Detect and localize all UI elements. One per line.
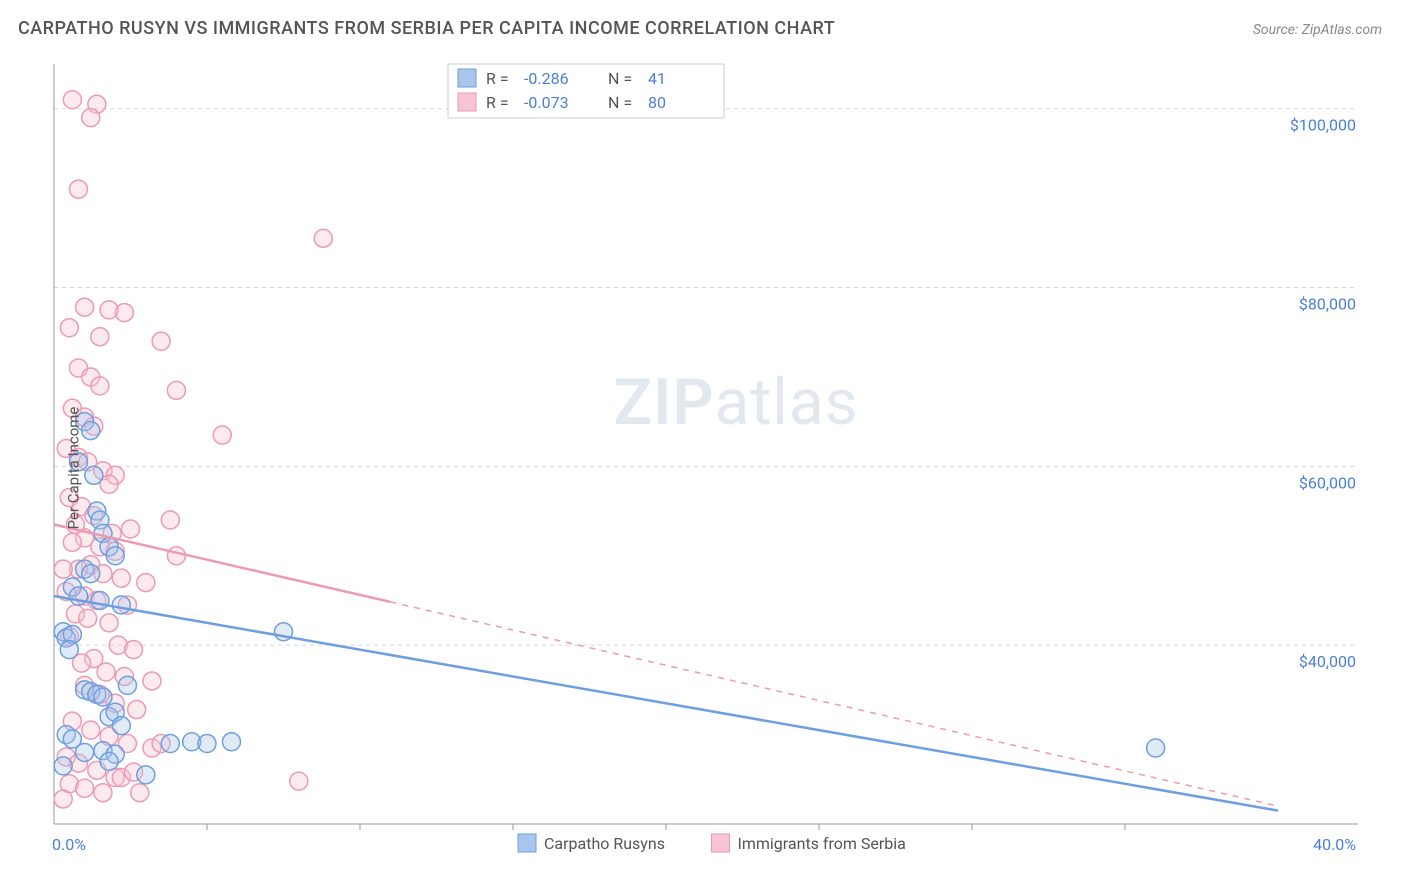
data-point: [54, 757, 72, 775]
data-point: [91, 328, 109, 346]
data-point: [97, 663, 115, 681]
svg-text:$80,000: $80,000: [1299, 295, 1356, 314]
y-axis-label: Per Capita Income: [64, 407, 82, 530]
trend-line-extrapolated: [391, 602, 1278, 806]
data-point: [60, 641, 78, 659]
data-point: [122, 520, 140, 538]
svg-text:41: 41: [648, 69, 666, 88]
svg-text:R =: R =: [486, 69, 509, 88]
data-point: [213, 426, 231, 444]
svg-text:N =: N =: [608, 69, 632, 88]
svg-text:0.0%: 0.0%: [52, 835, 86, 854]
data-point: [161, 511, 179, 529]
data-point: [91, 591, 109, 609]
legend-swatch: [458, 93, 476, 111]
legend-swatch: [518, 834, 536, 852]
data-point: [54, 560, 72, 578]
data-point: [131, 784, 149, 802]
data-point: [82, 422, 100, 440]
svg-text:R =: R =: [486, 93, 509, 112]
svg-text:-0.286: -0.286: [524, 69, 569, 88]
data-point: [152, 332, 170, 350]
data-point: [222, 733, 240, 751]
legend-swatch: [458, 69, 476, 87]
data-point: [94, 784, 112, 802]
data-point: [143, 672, 161, 690]
data-point: [137, 574, 155, 592]
data-point: [112, 569, 130, 587]
svg-text:$60,000: $60,000: [1299, 473, 1356, 492]
data-point: [106, 547, 124, 565]
data-point: [76, 298, 94, 316]
data-point: [112, 596, 130, 614]
source-attribution: Source: ZipAtlas.com: [1253, 22, 1382, 38]
legend-swatch: [712, 834, 730, 852]
data-point: [60, 319, 78, 337]
data-point: [118, 676, 136, 694]
data-point: [100, 752, 118, 770]
data-point: [128, 701, 146, 719]
data-point: [63, 91, 81, 109]
chart-container: Per Capita Income ZIPatlas $40,000 $60,000…: [18, 54, 1396, 882]
trend-line: [54, 524, 391, 601]
data-point: [82, 565, 100, 583]
data-point: [198, 735, 216, 753]
svg-text:-0.073: -0.073: [524, 93, 569, 112]
data-point: [94, 688, 112, 706]
data-point: [1147, 739, 1165, 757]
data-point: [69, 180, 87, 198]
data-point: [167, 547, 185, 565]
svg-text:40.0%: 40.0%: [1313, 835, 1356, 854]
legend-label: Immigrants from Serbia: [738, 834, 906, 853]
data-point: [63, 533, 81, 551]
chart-title: CARPATHO RUSYN VS IMMIGRANTS FROM SERBIA…: [18, 18, 835, 39]
svg-text:N =: N =: [608, 93, 632, 112]
svg-text:$100,000: $100,000: [1290, 116, 1356, 135]
data-point: [76, 743, 94, 761]
data-point: [161, 735, 179, 753]
svg-text:80: 80: [648, 93, 666, 112]
correlation-scatter-chart: ZIPatlas $40,000 $60,000 $80,000 $100,000 0.0…: [18, 54, 1374, 874]
data-point: [76, 779, 94, 797]
data-point: [82, 721, 100, 739]
svg-text:$40,000: $40,000: [1299, 652, 1356, 671]
data-point: [290, 772, 308, 790]
data-point: [82, 109, 100, 127]
data-point: [79, 609, 97, 627]
svg-text:ZIPatlas: ZIPatlas: [613, 365, 858, 440]
data-point: [91, 377, 109, 395]
data-point: [85, 466, 103, 484]
data-point: [125, 641, 143, 659]
data-point: [112, 717, 130, 735]
data-point: [167, 381, 185, 399]
data-point: [137, 766, 155, 784]
data-point: [54, 790, 72, 808]
data-point: [314, 229, 332, 247]
legend-label: Carpatho Rusyns: [544, 834, 665, 853]
trend-line: [54, 596, 1278, 811]
data-point: [100, 614, 118, 632]
data-point: [115, 304, 133, 322]
